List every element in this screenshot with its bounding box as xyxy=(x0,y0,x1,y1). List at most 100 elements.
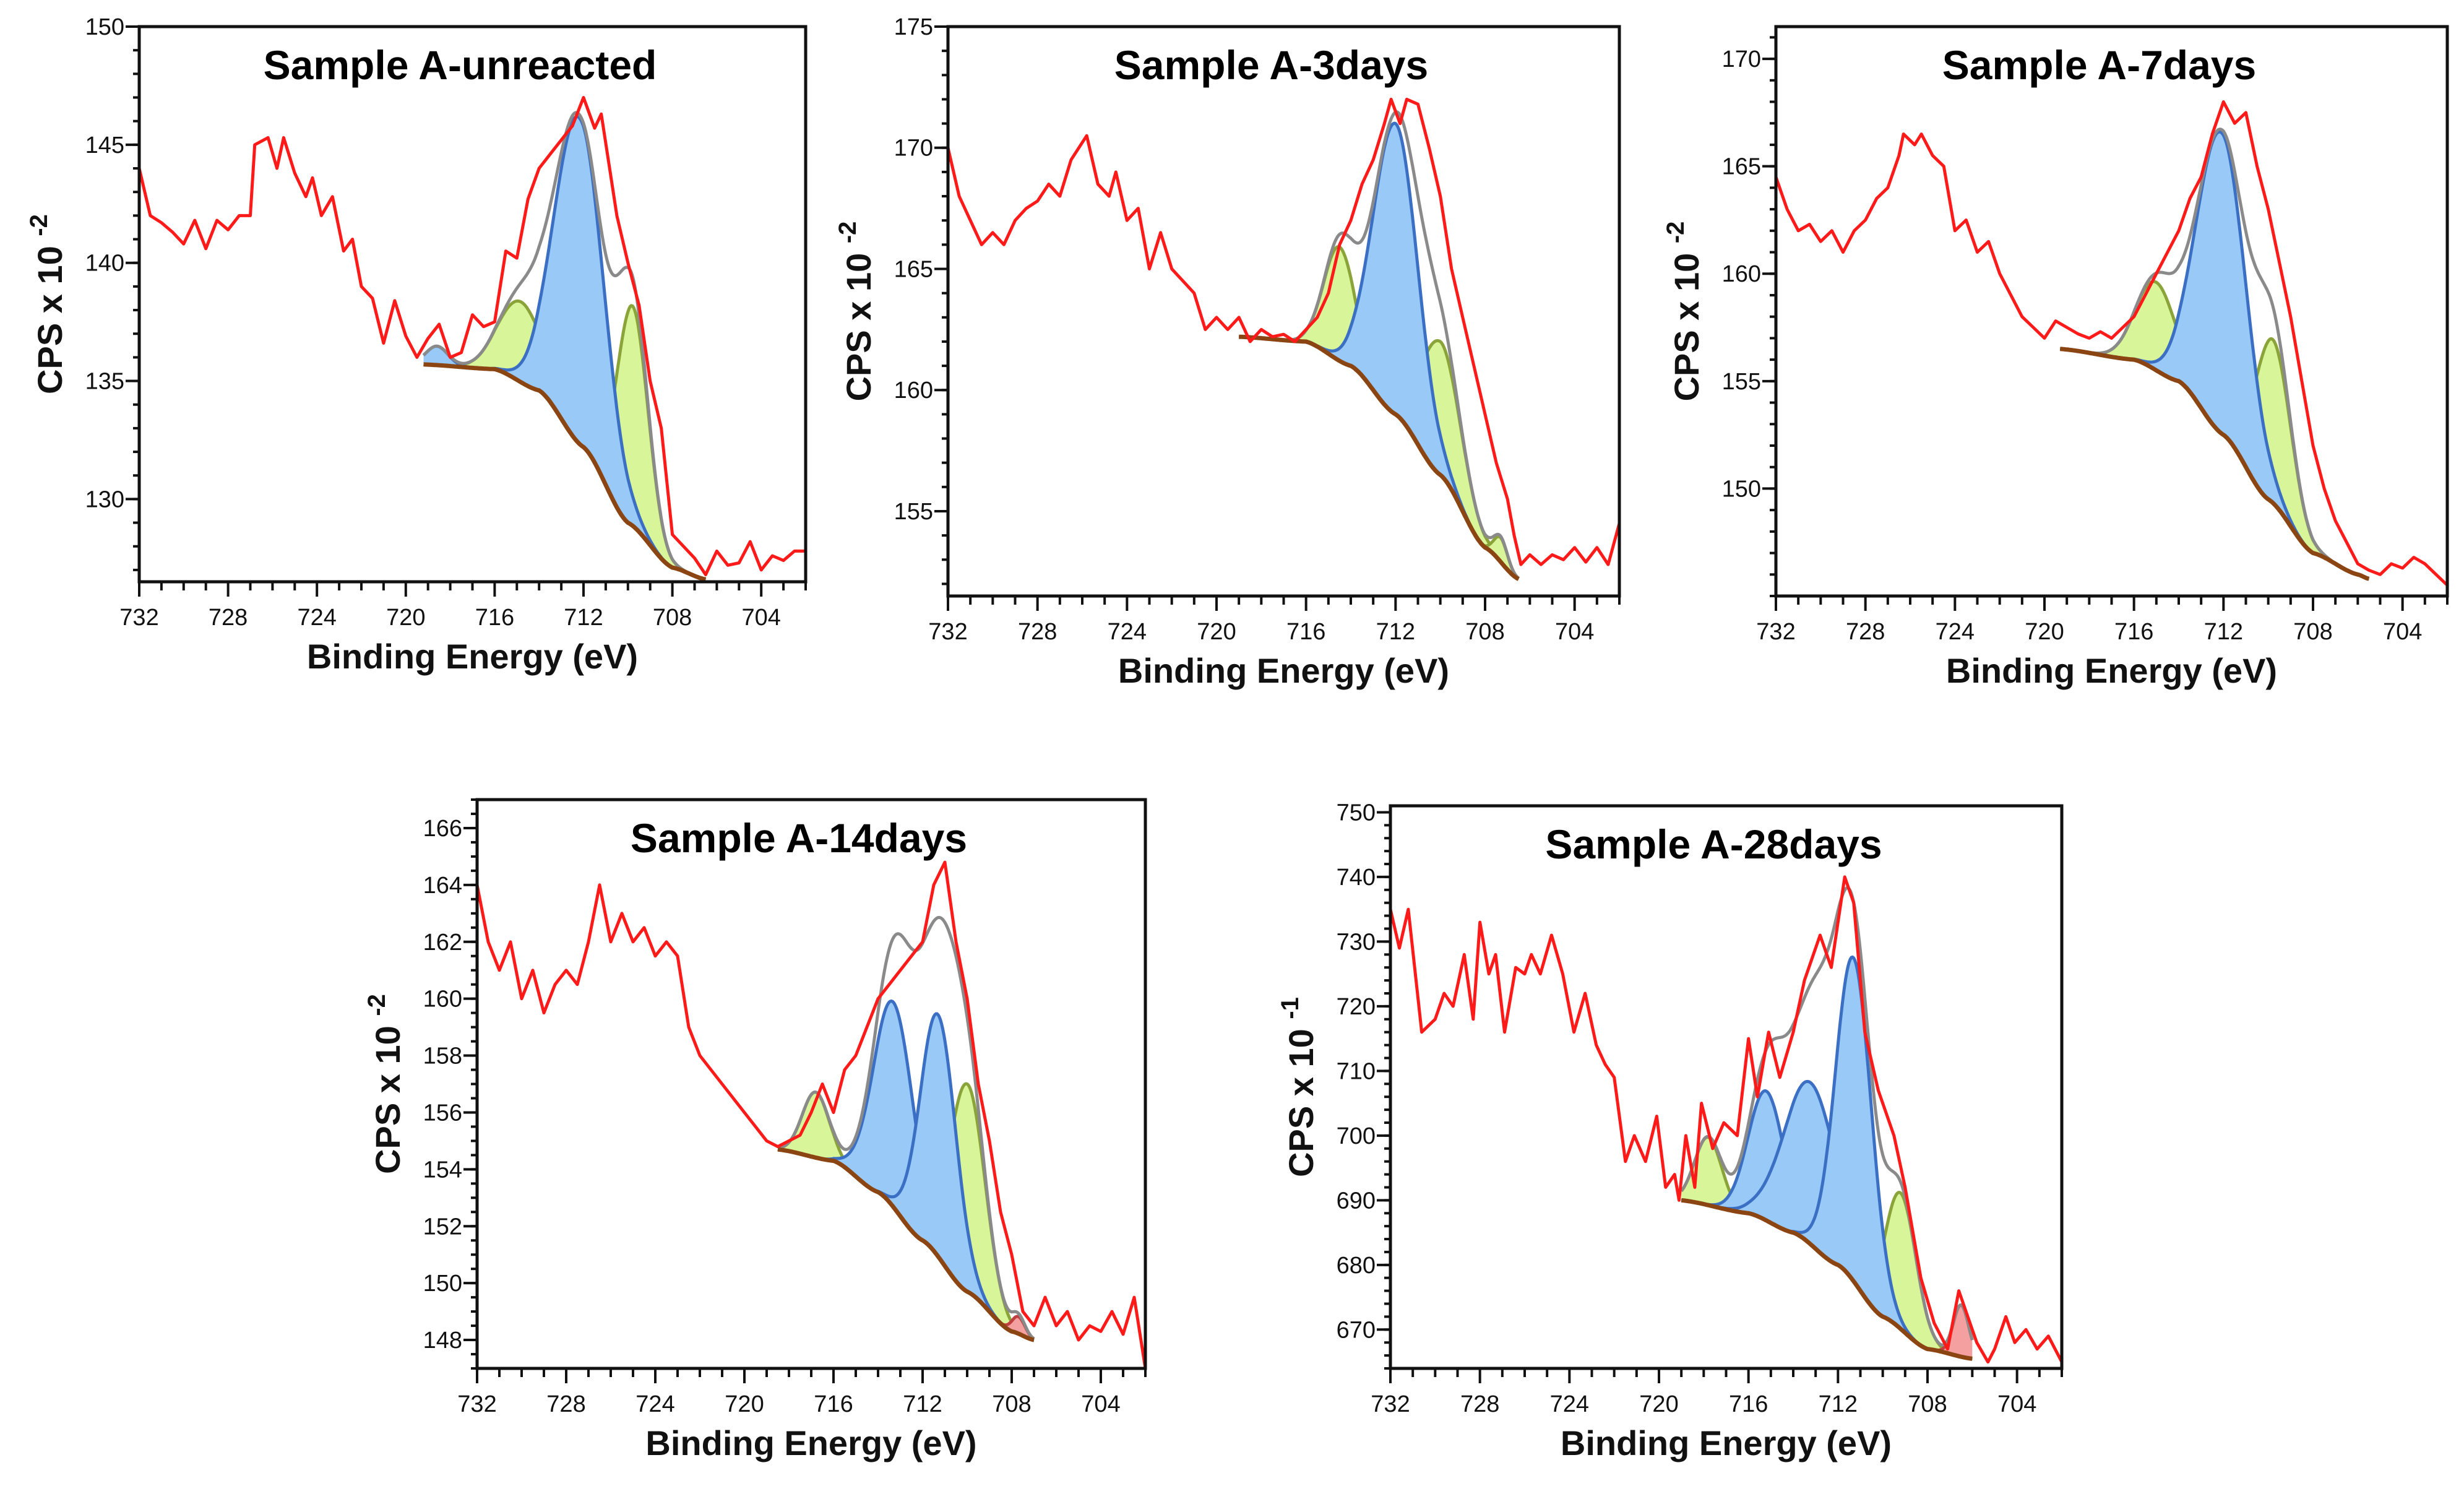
x-tick-label: 704 xyxy=(1555,619,1594,645)
x-tick-label: 708 xyxy=(992,1391,1031,1417)
y-axis-label: CPS x 10 -2 xyxy=(363,994,407,1174)
x-tick-label: 724 xyxy=(1936,619,1975,645)
peak-blue-fill xyxy=(2060,132,2369,579)
plot-area xyxy=(948,97,1619,581)
panel-title: Sample A-unreacted xyxy=(264,42,657,88)
plot-frame xyxy=(137,25,808,584)
x-axis-label: Binding Energy (eV) xyxy=(1561,1423,1892,1462)
y-tick-label: 720 xyxy=(1337,994,1376,1020)
shirley-background-line xyxy=(1681,1198,1973,1361)
y-tick-label: 160 xyxy=(894,378,933,404)
y-tick-label: 156 xyxy=(423,1100,462,1126)
shirley-background-line xyxy=(1239,334,1520,581)
y-axis-label: CPS x 10 -1 xyxy=(1277,997,1320,1177)
x-tick-label: 732 xyxy=(1371,1391,1410,1417)
y-tick-label: 750 xyxy=(1337,800,1376,826)
y-tick-label: 166 xyxy=(423,816,462,842)
x-tick-label: 712 xyxy=(2204,619,2243,645)
x-tick-label: 704 xyxy=(1081,1391,1120,1417)
x-tick-label: 712 xyxy=(903,1391,942,1417)
plot-frame xyxy=(1389,804,2064,1370)
panel-14days: 148 150 152 154 156 158 160 162 164 166 732 728 724 7… xyxy=(363,798,1147,1462)
y-tick-label: 700 xyxy=(1337,1123,1376,1149)
x-tick-label: 728 xyxy=(1846,619,1885,645)
y-tick-label: 730 xyxy=(1337,929,1376,955)
y-tick-label: 710 xyxy=(1337,1058,1376,1084)
y-axis-label: CPS x 10 -2 xyxy=(834,222,878,402)
y-axis-label-base: CPS x 10 xyxy=(1282,1019,1320,1177)
x-tick-label: 724 xyxy=(297,605,336,631)
y-tick-label: 154 xyxy=(423,1157,462,1183)
y-tick-label: 130 xyxy=(85,486,124,512)
shirley-background-line xyxy=(423,362,707,582)
x-axis-label: Binding Energy (eV) xyxy=(645,1423,976,1462)
y-tick-label: 158 xyxy=(423,1043,462,1069)
fit-envelope-line xyxy=(2060,127,2369,581)
fit-envelope-line xyxy=(777,915,1035,1340)
y-tick-label: 165 xyxy=(1722,154,1761,180)
y-tick-label: 160 xyxy=(1722,261,1761,287)
raw-spectrum-line xyxy=(1390,875,2062,1364)
x-tick-label: 708 xyxy=(2293,619,2332,645)
x-tick-label: 712 xyxy=(1376,619,1415,645)
x-tick-label: 724 xyxy=(635,1391,674,1417)
x-tick-label: 732 xyxy=(457,1391,496,1417)
y-tick-label: 135 xyxy=(85,369,124,395)
raw-spectrum-line xyxy=(477,860,1145,1368)
y-tick-label: 140 xyxy=(85,251,124,277)
x-tick-label: 716 xyxy=(1729,1391,1768,1417)
plot-area xyxy=(477,860,1145,1368)
panel-title: Sample A-3days xyxy=(1114,42,1428,88)
peak-green-fill xyxy=(1681,1137,1973,1359)
y-axis-label: CPS x 10 -2 xyxy=(25,214,69,394)
x-tick-label: 704 xyxy=(1997,1391,2036,1417)
x-tick-label: 716 xyxy=(1286,619,1325,645)
panel-3days: 155 160 165 170 175 732 728 724 720 716 712 708 704 B… xyxy=(834,14,1621,690)
x-tick-label: 724 xyxy=(1108,619,1147,645)
peak-blue-fill xyxy=(423,116,706,580)
y-axis-label-exponent: -1 xyxy=(1277,997,1304,1019)
y-tick-label: 680 xyxy=(1337,1253,1376,1279)
peak-green-fill xyxy=(2060,281,2369,579)
x-tick-label: 728 xyxy=(1018,619,1057,645)
x-tick-label: 732 xyxy=(1756,619,1795,645)
peak-blue-fill xyxy=(778,1014,1034,1340)
y-tick-label: 162 xyxy=(423,930,462,956)
plot-frame xyxy=(946,25,1621,598)
peak-green-fill xyxy=(1239,337,1519,579)
shirley-background-line xyxy=(777,1147,1035,1342)
y-tick-label: 740 xyxy=(1337,865,1376,891)
y-tick-label: 170 xyxy=(894,136,933,162)
y-tick-label: 690 xyxy=(1337,1188,1376,1214)
x-axis-label: Binding Energy (eV) xyxy=(1118,651,1449,690)
plot-area xyxy=(139,96,806,582)
y-tick-label: 160 xyxy=(423,987,462,1013)
fit-envelope-line xyxy=(422,111,706,581)
y-tick-label: 145 xyxy=(85,132,124,158)
raw-spectrum-line xyxy=(1776,100,2447,587)
x-tick-label: 704 xyxy=(2383,619,2422,645)
raw-spectrum-line xyxy=(139,96,806,576)
y-tick-label: 155 xyxy=(894,499,933,525)
x-tick-label: 728 xyxy=(546,1391,585,1417)
x-tick-label: 712 xyxy=(1819,1391,1858,1417)
x-tick-label: 716 xyxy=(2114,619,2153,645)
y-axis-label-exponent: -2 xyxy=(834,222,861,244)
y-axis-label-base: CPS x 10 xyxy=(30,236,69,394)
y-tick-label: 148 xyxy=(423,1328,462,1354)
y-axis-label-base: CPS x 10 xyxy=(368,1016,407,1174)
y-tick-label: 150 xyxy=(85,14,124,40)
x-tick-label: 720 xyxy=(1639,1391,1678,1417)
plot-frame xyxy=(1774,25,2449,598)
y-tick-label: 170 xyxy=(1722,46,1761,72)
x-tick-label: 720 xyxy=(386,605,425,631)
y-axis-label-exponent: -2 xyxy=(363,994,390,1016)
peak-blue-line xyxy=(1681,955,1973,1360)
y-tick-label: 670 xyxy=(1337,1317,1376,1343)
x-tick-label: 724 xyxy=(1550,1391,1589,1417)
y-tick-label: 152 xyxy=(423,1214,462,1240)
peak-blue-fill xyxy=(1681,1091,1973,1359)
peak-blue-fill xyxy=(778,1001,1034,1340)
raw-spectrum-line xyxy=(948,97,1619,566)
